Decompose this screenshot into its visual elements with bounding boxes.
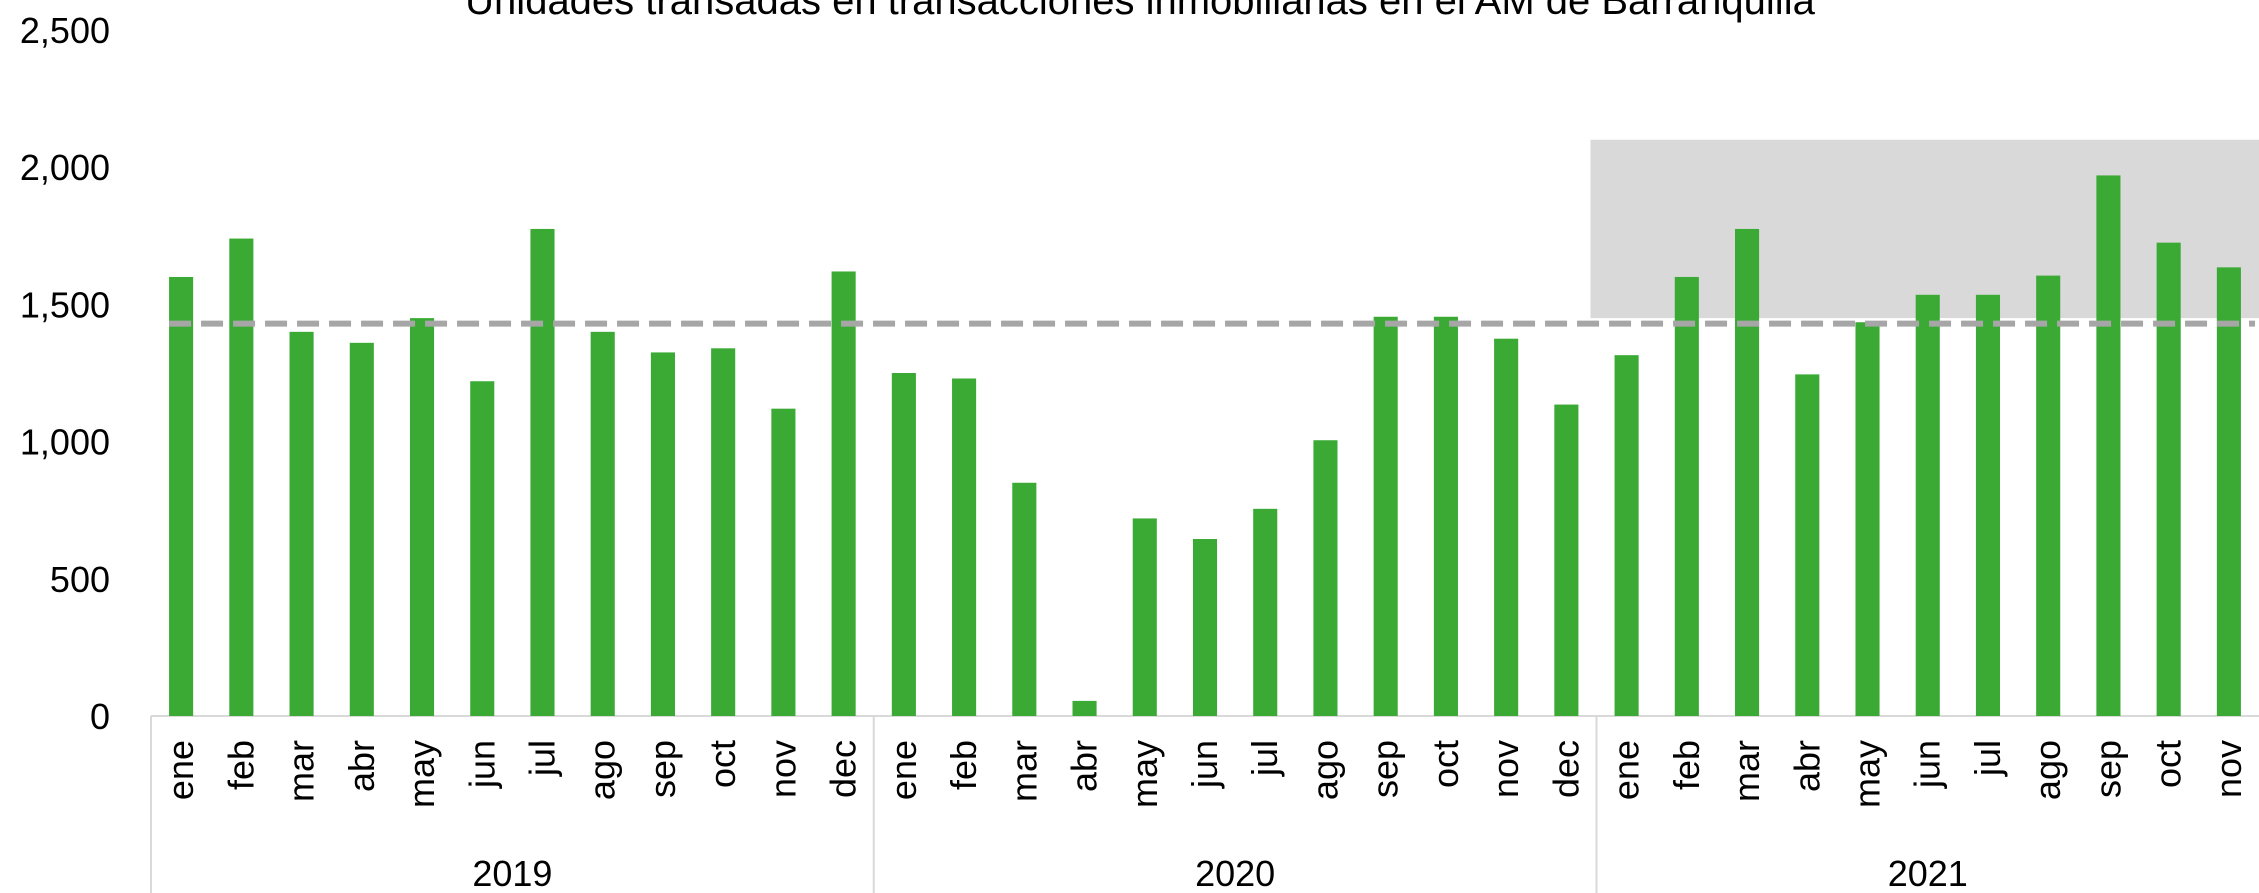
bar	[1012, 482, 1037, 716]
bar	[2216, 267, 2241, 716]
highlight-band	[1590, 139, 2259, 319]
y-tick-label: 500	[50, 559, 110, 600]
x-tick-label: nov	[2208, 740, 2249, 798]
chart-title: Unidades transadas en transacciones inmo…	[465, 0, 1815, 23]
bar	[1554, 404, 1579, 716]
x-tick-label: oct	[702, 740, 743, 788]
bar	[229, 238, 254, 716]
x-tick-label: nov	[762, 740, 803, 798]
x-tick-label: mar	[1726, 740, 1767, 802]
x-tick-label: jun	[1184, 740, 1225, 789]
x-tick-label: sep	[1365, 740, 1406, 798]
bar	[952, 378, 977, 716]
bar	[1855, 322, 1880, 716]
bar	[1132, 518, 1157, 716]
x-tick-label: feb	[1666, 740, 1707, 790]
bar	[2096, 175, 2121, 716]
x-tick-label: abr	[1064, 740, 1105, 792]
bar	[711, 348, 736, 716]
bar	[1975, 294, 2001, 716]
x-tick-label: abr	[341, 740, 382, 792]
x-tick-label: ene	[160, 740, 201, 800]
x-tick-label: may	[401, 740, 442, 808]
bar	[1674, 276, 1699, 716]
bar	[1253, 508, 1278, 716]
x-tick-label: sep	[642, 740, 683, 798]
bar	[1735, 228, 1760, 716]
x-tick-label: jul	[521, 740, 562, 777]
group-label: 2021	[1888, 853, 1968, 893]
x-tick-label: sep	[2087, 740, 2128, 798]
bar	[409, 318, 435, 716]
bar	[2156, 242, 2181, 716]
bar	[169, 276, 194, 716]
bar	[1915, 294, 1940, 716]
bar	[1072, 700, 1097, 716]
x-tick-label: dec	[823, 740, 864, 798]
bar	[530, 228, 555, 716]
x-tick-label: jun	[461, 740, 502, 789]
bar	[2036, 275, 2061, 716]
bar	[1433, 316, 1458, 716]
bar	[1192, 539, 1218, 716]
bar	[891, 373, 916, 716]
group-label: 2019	[472, 853, 552, 893]
bar	[349, 342, 374, 716]
bar	[1313, 440, 1338, 716]
bar	[1373, 316, 1398, 716]
x-tick-label: ene	[883, 740, 924, 800]
y-tick-label: 1,500	[20, 284, 110, 325]
x-tick-label: jun	[1907, 740, 1948, 789]
x-tick-label: jul	[1244, 740, 1285, 777]
x-tick-label: oct	[2148, 740, 2189, 788]
x-tick-label: feb	[220, 740, 261, 790]
x-tick-label: may	[1847, 740, 1888, 808]
x-tick-label: may	[1124, 740, 1165, 808]
x-tick-label: feb	[943, 740, 984, 790]
bar	[650, 352, 675, 716]
x-tick-label: nov	[1485, 740, 1526, 798]
bar	[470, 381, 495, 716]
x-tick-label: oct	[1425, 740, 1466, 788]
y-tick-label: 1,000	[20, 422, 110, 463]
x-tick-label: ago	[2027, 740, 2068, 800]
group-label: 2020	[1195, 853, 1275, 893]
bar	[831, 271, 856, 716]
x-tick-label: mar	[281, 740, 322, 802]
x-tick-label: abr	[1786, 740, 1827, 792]
bar	[771, 408, 796, 716]
y-tick-label: 2,500	[20, 10, 110, 51]
bar	[1494, 338, 1519, 716]
bar	[1795, 374, 1820, 716]
y-tick-label: 0	[90, 696, 110, 737]
x-tick-label: dec	[1545, 740, 1586, 798]
y-tick-label: 2,000	[20, 147, 110, 188]
x-tick-label: mar	[1003, 740, 1044, 802]
bar	[590, 331, 615, 716]
bar	[289, 331, 314, 716]
x-tick-label: ago	[582, 740, 623, 800]
x-tick-label: ene	[1606, 740, 1647, 800]
x-tick-label: ago	[1304, 740, 1345, 800]
bar	[1614, 355, 1639, 716]
x-tick-label: jul	[1967, 740, 2008, 777]
